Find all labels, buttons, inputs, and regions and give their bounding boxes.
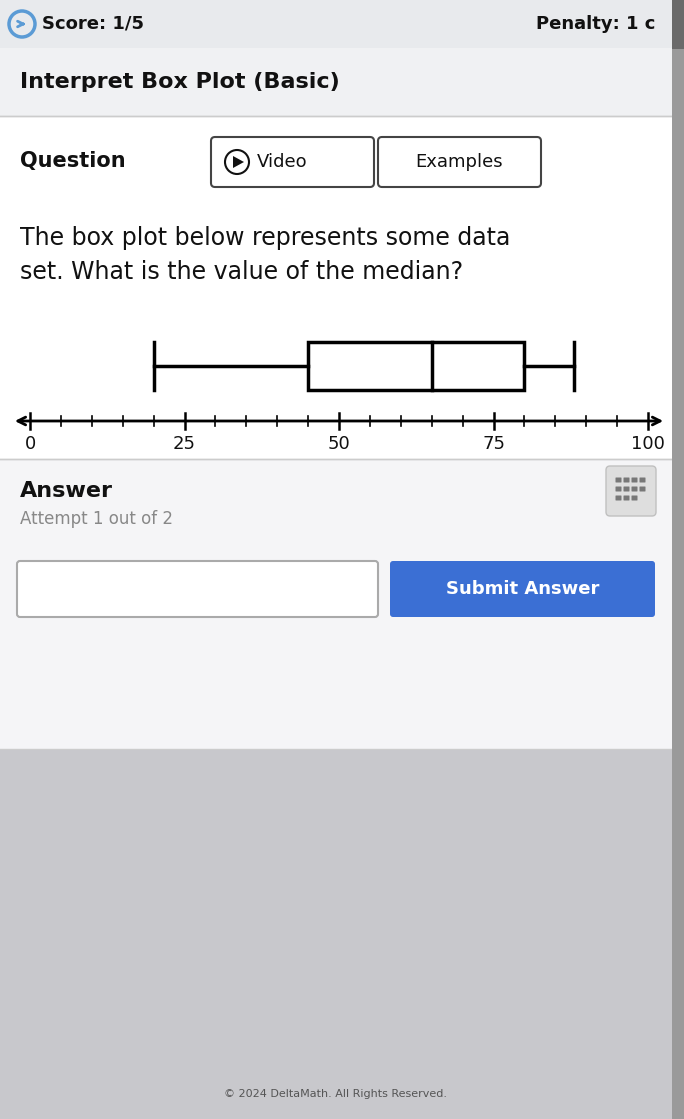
Text: Score: 1/5: Score: 1/5 <box>42 15 144 32</box>
Text: Submit Answer: Submit Answer <box>446 580 599 598</box>
FancyBboxPatch shape <box>0 116 672 459</box>
FancyBboxPatch shape <box>631 496 637 500</box>
Text: Question: Question <box>20 151 126 171</box>
FancyBboxPatch shape <box>672 0 684 1119</box>
Text: 25: 25 <box>173 435 196 453</box>
FancyBboxPatch shape <box>17 561 378 617</box>
FancyBboxPatch shape <box>616 478 622 482</box>
FancyBboxPatch shape <box>616 496 622 500</box>
FancyBboxPatch shape <box>631 487 637 491</box>
Polygon shape <box>233 156 244 168</box>
FancyBboxPatch shape <box>0 48 672 116</box>
Text: set. What is the value of the median?: set. What is the value of the median? <box>20 260 463 284</box>
FancyBboxPatch shape <box>624 487 629 491</box>
Text: Penalty: 1 c: Penalty: 1 c <box>536 15 655 32</box>
Text: Video: Video <box>257 153 308 171</box>
FancyBboxPatch shape <box>624 496 629 500</box>
FancyBboxPatch shape <box>390 561 655 617</box>
FancyBboxPatch shape <box>0 0 672 48</box>
FancyBboxPatch shape <box>672 0 684 49</box>
Text: Examples: Examples <box>416 153 503 171</box>
Text: 75: 75 <box>482 435 505 453</box>
FancyBboxPatch shape <box>640 478 646 482</box>
FancyBboxPatch shape <box>624 478 629 482</box>
Text: © 2024 DeltaMath. All Rights Reserved.: © 2024 DeltaMath. All Rights Reserved. <box>224 1089 447 1099</box>
Text: Attempt 1 out of 2: Attempt 1 out of 2 <box>20 510 173 528</box>
Text: 100: 100 <box>631 435 665 453</box>
FancyBboxPatch shape <box>640 487 646 491</box>
Text: The box plot below represents some data: The box plot below represents some data <box>20 226 510 250</box>
FancyBboxPatch shape <box>606 466 656 516</box>
FancyBboxPatch shape <box>0 749 672 1119</box>
Text: Answer: Answer <box>20 481 113 501</box>
FancyBboxPatch shape <box>211 137 374 187</box>
FancyBboxPatch shape <box>616 487 622 491</box>
FancyBboxPatch shape <box>308 342 525 391</box>
FancyBboxPatch shape <box>631 478 637 482</box>
FancyBboxPatch shape <box>378 137 541 187</box>
FancyBboxPatch shape <box>0 459 672 749</box>
Text: Interpret Box Plot (Basic): Interpret Box Plot (Basic) <box>20 72 340 92</box>
Text: 0: 0 <box>25 435 36 453</box>
Text: 50: 50 <box>328 435 350 453</box>
